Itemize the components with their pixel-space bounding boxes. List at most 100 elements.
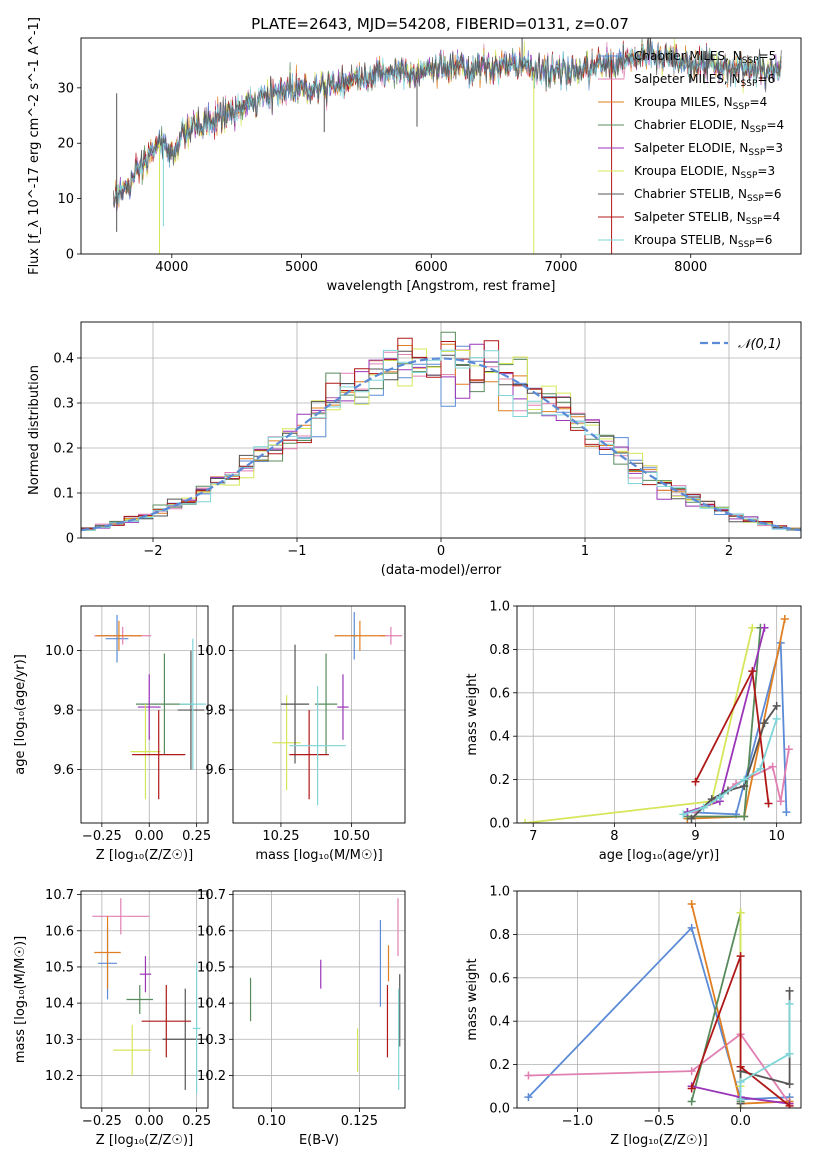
x-tick-label: 0.00 <box>135 1114 164 1129</box>
y-tick-label: 0.2 <box>489 1058 510 1073</box>
errorbar-point-chab_elod <box>314 653 338 755</box>
weight-marker <box>687 1067 696 1076</box>
y-tick-label: 10.2 <box>45 1069 74 1084</box>
x-tick-label: 0.10 <box>257 1114 286 1129</box>
errorbar-point-krou_elod <box>113 1024 152 1076</box>
x-tick-label: −0.25 <box>82 829 122 844</box>
spectrum-panel: 4000 5000 6000 7000 8000 0 10 20 30 wavelength [A… <box>27 17 802 294</box>
weight-marker <box>748 667 757 676</box>
errorbar-point-krou_stel <box>179 638 207 770</box>
weight-marker <box>772 701 781 710</box>
residual-histogram-panel: −2 −1 0 1 2 0 0.1 0.2 0.3 0.4 (data-model)/error No… <box>27 321 802 578</box>
legend-label-salp_miles: Salpeter MILES, NSSP=6 <box>634 72 775 89</box>
y-tick-label: 9.8 <box>53 704 74 719</box>
x-tick-label: 0.125 <box>341 1114 378 1129</box>
weight-marker <box>521 819 530 823</box>
errorbar-point-salp_elod <box>337 674 349 740</box>
x-tick-label: 5000 <box>285 260 318 275</box>
weight-series-salp_stel <box>687 952 794 1108</box>
errorbar-point-krou_stel <box>289 686 346 806</box>
y-tick-label: 0.0 <box>489 1102 510 1117</box>
x-tick-label: 0.25 <box>182 829 211 844</box>
weight-marker <box>687 1084 696 1093</box>
axes-frame <box>80 605 209 824</box>
x-tick-label: 6000 <box>415 260 448 275</box>
axes-frame <box>232 605 406 824</box>
y-tick-label: 10.4 <box>45 997 74 1012</box>
weight-marker <box>748 623 757 632</box>
weight-marker <box>764 799 773 808</box>
weight-marker <box>756 764 765 773</box>
x-tick-label: −1.0 <box>562 1114 594 1129</box>
y-tick-label: 10.6 <box>45 924 74 939</box>
legend-label-krou_stel: Kroupa STELIB, NSSP=6 <box>634 233 772 250</box>
weight-marker <box>679 810 688 819</box>
errorbar-point-chab_stel <box>177 650 205 770</box>
y-tick-label: 10.3 <box>197 1033 226 1048</box>
weight-marker <box>785 1080 794 1089</box>
weight-marker <box>699 803 708 812</box>
y-tick-label: 10 <box>57 192 74 207</box>
x-tick-label: −0.25 <box>82 1114 122 1129</box>
mass-vs-ebv-panel: 0.10 0.125 10.2 10.3 10.4 10.5 10.6 10.7 E(B-V) <box>197 888 406 1148</box>
x-tick-label: 4000 <box>155 260 188 275</box>
legend-label-chab_stel: Chabrier STELIB, NSSP=6 <box>634 187 782 204</box>
errorbars <box>249 898 401 1090</box>
y-tick-label: 20 <box>57 137 74 152</box>
x-tick-label: 2 <box>725 544 733 559</box>
y-tick-label: 0 <box>66 248 74 263</box>
weight-marker <box>691 777 700 786</box>
errorbar-point-krou_miles <box>94 916 121 989</box>
weight-marker <box>780 615 789 624</box>
weight-line <box>527 926 790 1101</box>
y-tick-label: 9.6 <box>53 763 74 778</box>
legend-label-normal: 𝒩(0,1) <box>738 337 781 352</box>
y-tick-label: 1.0 <box>489 600 510 615</box>
legend-label-chab_elod: Chabrier ELODIE, NSSP=4 <box>634 118 784 135</box>
spectrum-lines <box>113 38 782 254</box>
legend-label-salp_stel: Salpeter STELIB, NSSP=4 <box>634 210 780 227</box>
weight-marker <box>785 999 794 1008</box>
axes-frame <box>80 37 802 255</box>
errorbar-point-salp_elod <box>139 956 152 993</box>
weight-marker <box>687 923 696 932</box>
weight-marker <box>687 1097 696 1106</box>
y-tick-label: 9.6 <box>205 763 226 778</box>
y-tick-label: 10.2 <box>197 1069 226 1084</box>
x-tick-label: 1 <box>581 544 589 559</box>
y-tick-label: 0.8 <box>489 928 510 943</box>
weight-marker <box>768 762 777 771</box>
x-axis-label: E(B-V) <box>299 1133 339 1148</box>
y-tick-label: 0.6 <box>489 686 510 701</box>
x-tick-label: 10 <box>768 829 785 844</box>
x-tick-label: 9 <box>691 829 699 844</box>
weight-series-chab_stel <box>687 701 781 823</box>
y-axis-label: mass weight <box>465 673 480 755</box>
x-tick-label: 0 <box>437 544 445 559</box>
age-vs-metallicity-panel: −0.25 0.00 0.25 9.6 9.8 10.0 Z [log₁₀(Z/Z☉)] ag… <box>13 605 211 863</box>
weight-line <box>690 955 791 1107</box>
weight-series-krou_stel <box>679 714 781 819</box>
weight-marker <box>760 719 769 728</box>
y-tick-label: 0.6 <box>489 971 510 986</box>
axes-frame <box>80 321 802 539</box>
errorbar-point-salp_elod <box>137 674 161 740</box>
weight-marker <box>760 623 769 632</box>
errorbar-point-krou_stel <box>192 963 201 1094</box>
y-tick-label: 10.0 <box>197 644 226 659</box>
figure-title: PLATE=2643, MJD=54208, FIBERID=0131, z=0… <box>251 15 629 33</box>
y-tick-label: 10.3 <box>45 1033 74 1048</box>
errorbars <box>92 898 208 1094</box>
x-tick-label: 0.25 <box>182 1114 211 1129</box>
x-tick-label: −1 <box>287 544 306 559</box>
weight-marker <box>736 1095 745 1104</box>
weight-line <box>739 1003 791 1100</box>
weight-series-krou_stel <box>736 999 794 1104</box>
x-tick-label: −0.5 <box>643 1114 675 1129</box>
y-tick-label: 0.0 <box>489 817 510 832</box>
mass-vs-metallicity-panel: −0.25 0.00 0.25 10.2 10.3 10.4 10.5 10.6 10.7 Z [… <box>13 888 211 1148</box>
y-tick-label: 0.2 <box>53 442 74 457</box>
y-tick-label: 10.6 <box>197 924 226 939</box>
errorbar-point-krou_elod <box>272 695 301 791</box>
weight-marker <box>784 745 793 754</box>
